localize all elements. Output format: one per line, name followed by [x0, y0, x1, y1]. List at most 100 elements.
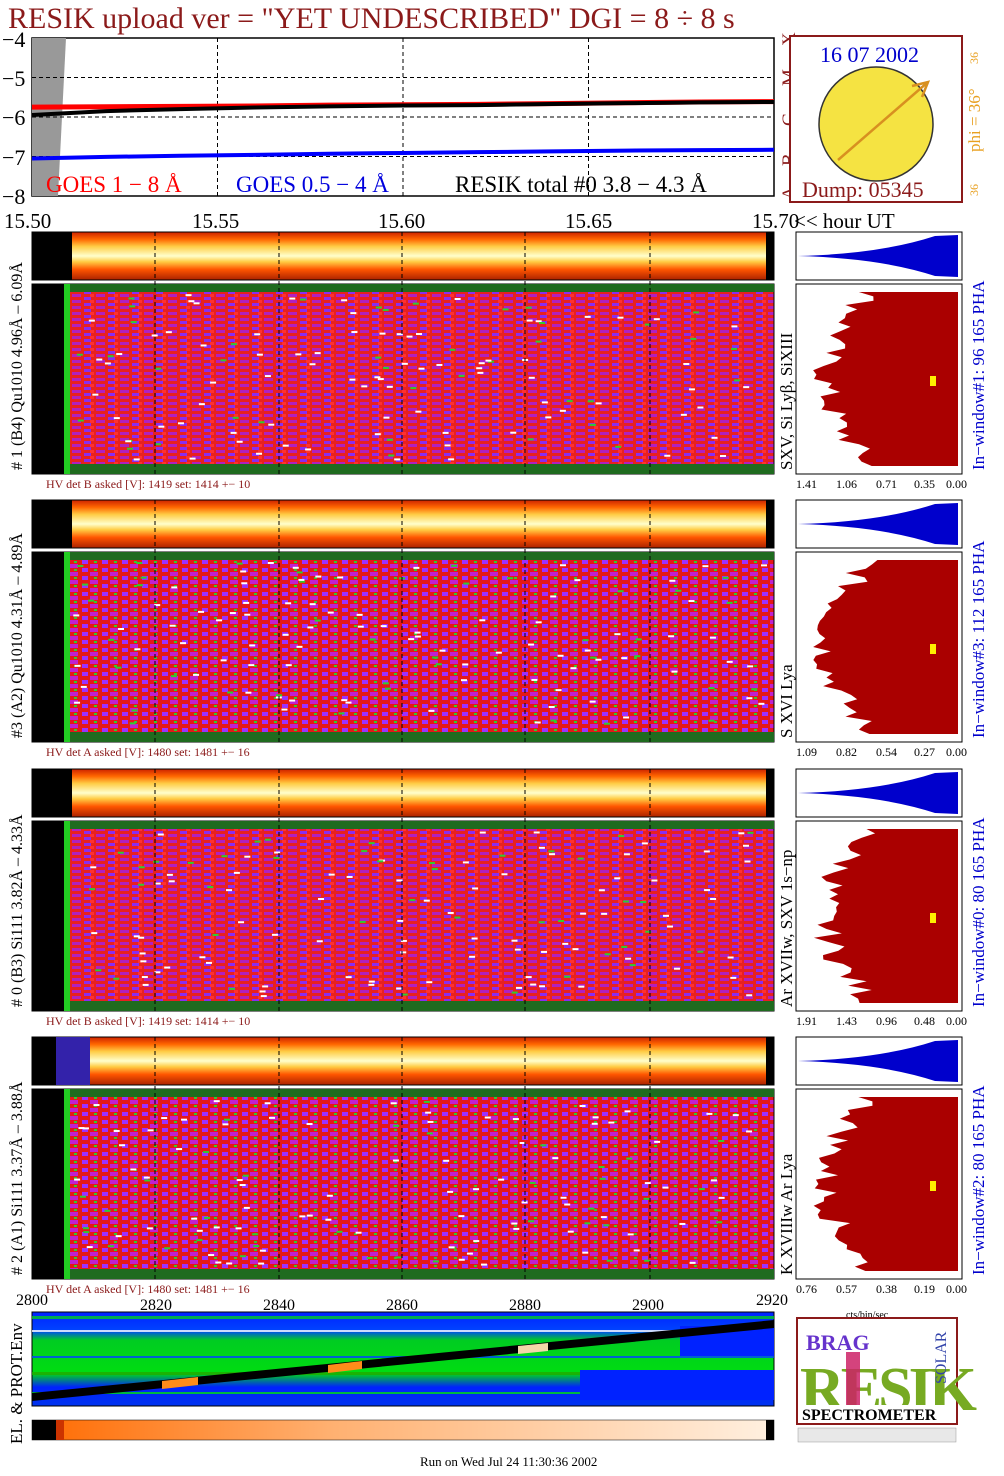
spectrogram-speck: [388, 454, 395, 457]
spectrogram-speck: [240, 570, 247, 573]
spectrogram-speck: [548, 850, 555, 853]
spectrogram-speck: [669, 579, 676, 582]
pha-spectrum: [798, 503, 958, 545]
spectrogram-speck: [345, 976, 352, 979]
spectrogram-speck: [589, 423, 596, 426]
spectrogram-speck: [307, 626, 314, 629]
spectrogram-speck: [627, 1233, 634, 1236]
legend-resik-total: RESIK total #0 3.8 − 4.3 Å: [455, 172, 707, 197]
spectrogram-speck: [675, 589, 682, 592]
spectrogram-speck: [702, 565, 709, 568]
env-bottom-bar-left: [32, 1420, 56, 1440]
lines-label: K XVIIIw Ar Lya: [777, 1153, 796, 1275]
spectrogram-speck: [409, 899, 416, 902]
spectrogram-speck: [499, 854, 506, 857]
spectrogram-speck: [170, 675, 177, 678]
spectrogram-speck: [515, 986, 522, 989]
spectrogram-speck: [244, 613, 251, 616]
spectrogram-speck: [327, 611, 334, 614]
hist-tick-label: 0.96: [876, 1014, 897, 1028]
spectrogram-speck: [425, 1111, 432, 1114]
hist-tick-label: 0.00: [946, 477, 967, 491]
spectrogram-speck: [435, 663, 442, 666]
seconds-tick-label: 2900: [632, 1297, 664, 1314]
spectrogram-speck: [133, 458, 140, 461]
spectrogram-speck: [747, 665, 754, 668]
spectrogram-speck: [545, 416, 552, 419]
spectrogram-speck: [567, 1230, 574, 1233]
logo-bottom-band: [800, 1405, 954, 1422]
seconds-tick-label: 2820: [140, 1297, 172, 1314]
spectrogram-speck: [215, 1261, 222, 1264]
spectrogram-speck: [289, 297, 296, 300]
spectrogram-speck: [697, 950, 704, 953]
spectrogram-speck: [617, 590, 624, 593]
spectrogram-speck: [230, 343, 237, 346]
spectrogram-speck: [300, 298, 307, 301]
spectrogram-speck: [228, 987, 235, 990]
spectrogram-speck: [393, 1124, 400, 1127]
spectrogram-speck: [130, 321, 137, 324]
spectrogram-speck: [213, 1100, 220, 1103]
sun-panel: 16 07 2002 Dump: 05345 36 phi = 36° 36: [789, 35, 984, 203]
spectrogram-speck: [406, 335, 413, 338]
spectrogram-speck: [282, 633, 289, 636]
spectrogram-speck: [104, 1209, 111, 1212]
spectrogram-speck: [216, 619, 223, 622]
environment-trace: [32, 1320, 774, 1401]
spectrogram-speck: [235, 1227, 242, 1230]
spectrogram-speck: [180, 642, 187, 645]
spectrogram-speck: [460, 679, 467, 682]
spectrogram-speck: [439, 649, 446, 652]
sun-axis-arrowhead: [911, 80, 931, 98]
spectrogram-speck: [559, 409, 566, 412]
spectrogram-speck: [662, 1186, 669, 1189]
spectrogram-speck: [271, 933, 278, 936]
spectrogram-speck: [618, 835, 625, 838]
histogram: [813, 829, 958, 1003]
spectrogram: [31, 551, 775, 743]
hist-tick-label: 0.19: [914, 1282, 935, 1296]
spectrogram-speck: [511, 939, 518, 942]
spectrogram-speck: [527, 438, 534, 441]
spectrogram-speck: [604, 953, 611, 956]
spectrogram-speck: [746, 1130, 753, 1133]
hist-tick-label: 1.41: [796, 477, 817, 491]
spectrogram-speck: [264, 838, 271, 841]
hv-text: HV det A asked [V]: 1480 set: 1481 +− 16: [46, 745, 250, 759]
lightcurve-panel: −4 −5 −6 −7 −8 GOES 1 − 8 Å GOES 0.5 − 4…: [2, 27, 800, 209]
spectrogram-speck: [260, 995, 267, 998]
resik-logo: BRAG RESIK SOLAR SPECTROMETER: [796, 1317, 981, 1443]
spectrogram-speck: [264, 1102, 271, 1105]
spectrogram-speck: [706, 1112, 713, 1115]
spectrogram-speck: [679, 1222, 686, 1225]
spectrogram-speck: [598, 889, 605, 892]
spectrogram-speck: [588, 1207, 595, 1210]
logo-spectrometer: SPECTROMETER: [802, 1407, 937, 1424]
spectrogram-speck: [462, 861, 469, 864]
spectrogram-speck: [82, 583, 89, 586]
series-line-1: [31, 147, 775, 161]
spectrogram-speck: [548, 705, 555, 708]
spectrogram-speck: [458, 374, 465, 377]
spectrogram-speck: [738, 832, 745, 835]
spectrogram-speck: [299, 580, 306, 583]
hist-tick-label: 0.38: [876, 1282, 897, 1296]
spectrogram-gap: [32, 821, 64, 1011]
spectrogram-speck: [79, 1195, 86, 1198]
hist-tick-label: 0.76: [796, 1282, 817, 1296]
spectrogram-speck: [623, 853, 630, 856]
spectrogram-speck: [143, 1176, 150, 1179]
spectrogram-speck: [238, 921, 245, 924]
spectrogram-speck: [220, 359, 227, 362]
hv-text: HV det B asked [V]: 1419 set: 1414 +− 10: [46, 477, 250, 491]
spectrogram-speck: [592, 1116, 599, 1119]
spectrogram-speck: [130, 1168, 137, 1171]
spectrogram-speck: [382, 682, 389, 685]
spectrogram-gap: [32, 284, 64, 474]
spectrogram-speck: [129, 305, 136, 308]
detector-panel-2: HV det B asked [V]: 1419 set: 1414 +− 10…: [8, 768, 988, 1028]
spectrogram-speck: [154, 604, 161, 607]
spectrogram-speck: [599, 1177, 606, 1180]
